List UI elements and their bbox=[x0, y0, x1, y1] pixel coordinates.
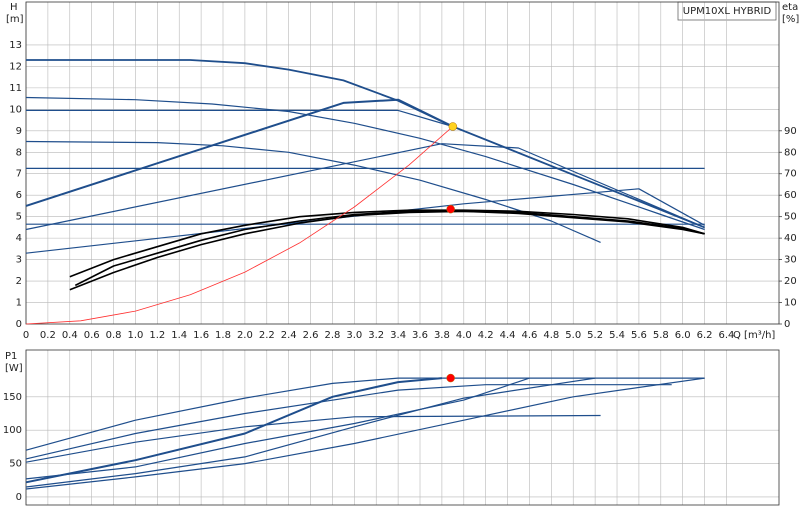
x-tick-label: 3.2 bbox=[368, 330, 384, 341]
curve bbox=[25, 98, 454, 207]
duty-point bbox=[446, 204, 455, 214]
y2-tick-label: 0 bbox=[784, 319, 790, 330]
x-tick-label: 4.8 bbox=[543, 330, 559, 341]
curve bbox=[25, 377, 596, 488]
x-tick-label: 1.4 bbox=[171, 330, 187, 341]
y-tick-label: 2 bbox=[16, 276, 22, 287]
curve bbox=[25, 188, 705, 254]
y-label: H bbox=[10, 2, 18, 13]
x-tick-label: 0.2 bbox=[40, 330, 56, 341]
y-tick-label: 4 bbox=[16, 233, 22, 244]
x-tick-label: 1.2 bbox=[149, 330, 165, 341]
y-tick-label: 3 bbox=[16, 255, 22, 266]
x-tick-label: 4.0 bbox=[456, 330, 472, 341]
x-tick-label: 6.0 bbox=[675, 330, 691, 341]
x-tick-label: 0.8 bbox=[106, 330, 122, 341]
y-tick-label: 7 bbox=[16, 169, 22, 180]
y-tick-label: 13 bbox=[9, 40, 22, 51]
x-tick-label: 2.2 bbox=[259, 330, 275, 341]
duty-point bbox=[448, 122, 458, 131]
y2-tick-label: 20 bbox=[784, 276, 797, 287]
y-tick-label: 5 bbox=[16, 212, 22, 223]
curve bbox=[25, 384, 672, 460]
y2-tick-label: 80 bbox=[784, 147, 797, 158]
y2-unit: [%] bbox=[782, 14, 799, 25]
y2-label: eta bbox=[782, 2, 798, 13]
y-unit: [W] bbox=[5, 363, 23, 374]
x-tick-label: 3.4 bbox=[390, 330, 406, 341]
curve bbox=[69, 210, 705, 291]
x-tick-label: 1.6 bbox=[193, 330, 209, 341]
curve bbox=[69, 209, 705, 278]
curve bbox=[25, 143, 705, 231]
x-tick-label: 6.4 bbox=[719, 330, 735, 341]
y2-tick-label: 10 bbox=[784, 298, 797, 309]
y-tick-label: 50 bbox=[9, 459, 22, 470]
x-tick-label: 5.8 bbox=[653, 330, 669, 341]
y-tick-label: 10 bbox=[9, 104, 22, 115]
x-tick-label: 0.6 bbox=[84, 330, 100, 341]
plot-border bbox=[25, 1, 780, 325]
curve bbox=[25, 377, 705, 490]
y-label: P1 bbox=[5, 351, 17, 362]
y2-tick-label: 70 bbox=[784, 169, 797, 180]
y-tick-label: 9 bbox=[16, 126, 22, 137]
y-tick-label: 1 bbox=[16, 298, 22, 309]
x-label: Q [m³/h] bbox=[733, 330, 775, 341]
y2-tick-label: 40 bbox=[784, 233, 797, 244]
y-tick-label: 0 bbox=[16, 319, 22, 330]
duty-point bbox=[446, 373, 455, 383]
x-tick-label: 4.2 bbox=[478, 330, 494, 341]
y-unit: [m] bbox=[6, 14, 24, 25]
y-tick-label: 8 bbox=[16, 147, 22, 158]
y2-tick-label: 50 bbox=[784, 212, 797, 223]
x-tick-label: 0.4 bbox=[62, 330, 78, 341]
x-tick-label: 3.8 bbox=[434, 330, 450, 341]
y-tick-label: 100 bbox=[3, 425, 22, 436]
x-tick-label: 2.8 bbox=[325, 330, 341, 341]
curve bbox=[25, 414, 601, 463]
x-tick-label: 4.6 bbox=[522, 330, 538, 341]
x-tick-label: 5.2 bbox=[587, 330, 603, 341]
y-tick-label: 6 bbox=[16, 190, 22, 201]
y2-tick-label: 60 bbox=[784, 190, 797, 201]
x-tick-label: 2.4 bbox=[281, 330, 297, 341]
x-tick-label: 2.6 bbox=[303, 330, 319, 341]
plot-border bbox=[25, 349, 780, 506]
x-tick-label: 3.0 bbox=[346, 330, 362, 341]
curve bbox=[25, 126, 454, 325]
curve bbox=[74, 210, 705, 287]
x-tick-label: 5.4 bbox=[609, 330, 625, 341]
x-tick-label: 5.0 bbox=[565, 330, 581, 341]
x-tick-label: 6.2 bbox=[697, 330, 713, 341]
chart-title: UPM10XL HYBRID bbox=[683, 6, 772, 17]
x-tick-label: 5.6 bbox=[631, 330, 647, 341]
x-tick-label: 4.4 bbox=[500, 330, 516, 341]
x-tick-label: 3.6 bbox=[412, 330, 428, 341]
y2-tick-label: 30 bbox=[784, 255, 797, 266]
y-tick-label: 0 bbox=[16, 492, 22, 503]
curve bbox=[26, 109, 453, 128]
y2-tick-label: 90 bbox=[784, 126, 797, 137]
x-tick-label: 1.8 bbox=[215, 330, 231, 341]
curve bbox=[25, 377, 442, 484]
x-tick-label: 2.0 bbox=[237, 330, 253, 341]
curve bbox=[25, 377, 530, 480]
curve bbox=[25, 96, 705, 231]
x-tick-label: 0 bbox=[23, 330, 29, 341]
y-tick-label: 11 bbox=[9, 83, 22, 94]
y-tick-label: 150 bbox=[3, 392, 22, 403]
y-tick-label: 12 bbox=[9, 61, 22, 72]
x-tick-label: 1.0 bbox=[127, 330, 143, 341]
